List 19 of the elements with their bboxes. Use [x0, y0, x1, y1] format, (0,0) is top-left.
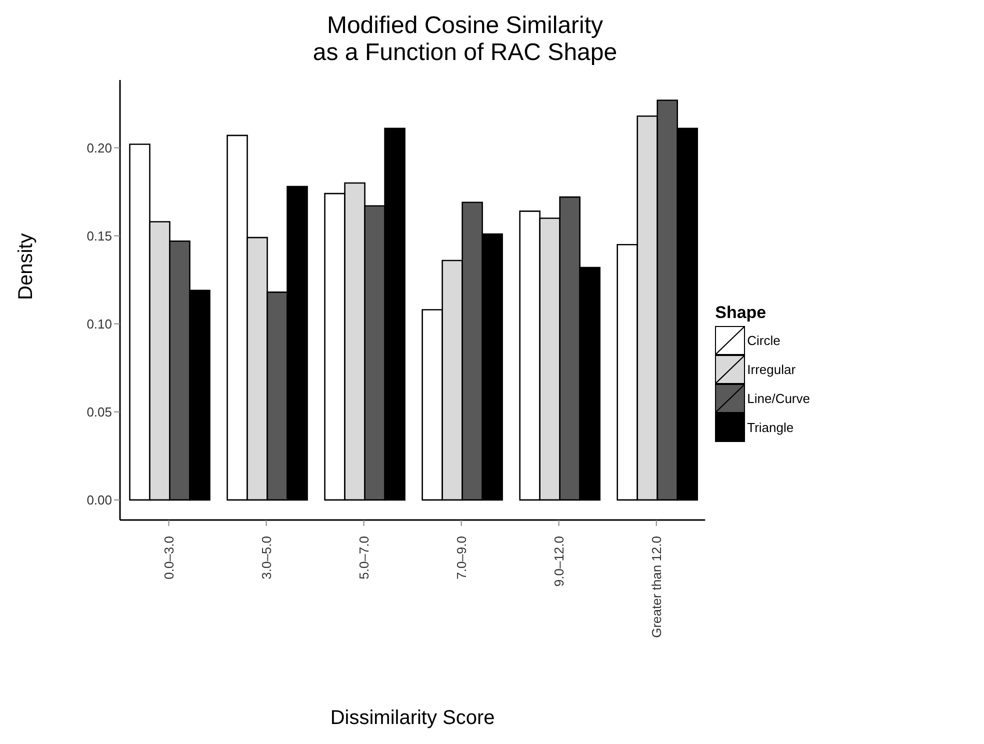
legend-label: Line/Curve [747, 390, 810, 406]
y-tick-label: 0.05 [86, 404, 112, 420]
y-tick-label: 0.15 [86, 228, 112, 244]
chart-title: Modified Cosine Similarity as a Function of RAC Shape [312, 12, 618, 66]
x-axis-title: Dissimilarity Score [330, 707, 495, 729]
y-tick-label: 0.10 [86, 316, 112, 332]
x-tick-label: 5.0–7.0 [356, 536, 372, 580]
legend-label: Irregular [747, 362, 796, 376]
legend-label: Circle [747, 332, 780, 348]
y-tick-label: 0.00 [86, 492, 112, 508]
x-tick-label: 3.0–5.0 [258, 536, 274, 580]
legend-label: Triangle [747, 420, 794, 434]
x-tick-label: 9.0–12.0 [551, 536, 566, 587]
x-tick-label: 7.0–9.0 [454, 536, 469, 580]
x-tick-label: 0.0–3.0 [161, 536, 176, 580]
y-axis-title: Density [15, 233, 38, 300]
x-tick-label: Greater than 12.0 [648, 536, 664, 638]
y-tick-label: 0.20 [86, 140, 112, 156]
legend-title: Shape [715, 302, 768, 322]
